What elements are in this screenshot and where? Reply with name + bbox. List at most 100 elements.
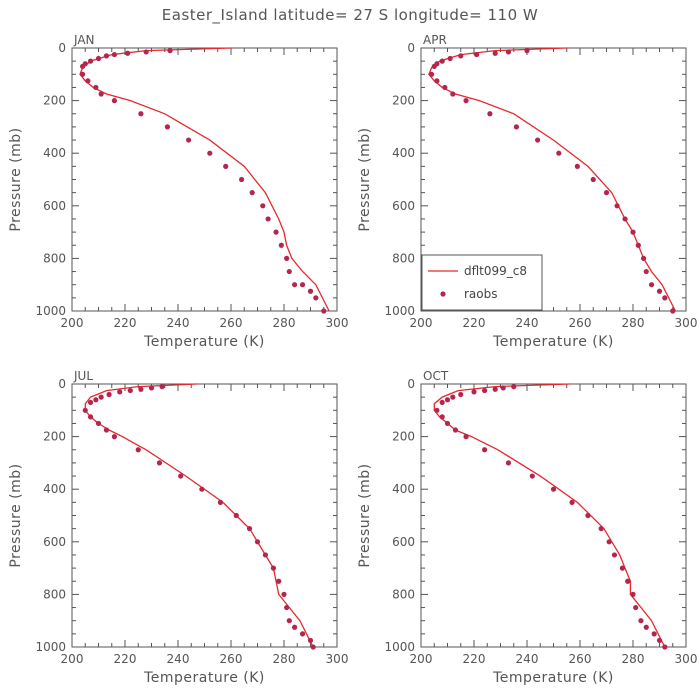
raobs-point: [442, 84, 448, 91]
raobs-point: [633, 604, 639, 611]
y-tick-label: 0: [407, 377, 415, 391]
y-tick-label: 800: [392, 587, 415, 601]
x-tick-label: 220: [463, 316, 486, 330]
x-tick-label: 220: [114, 316, 137, 330]
legend-box: [421, 254, 543, 311]
raobs-point: [260, 203, 266, 209]
plot-frame: [71, 383, 338, 648]
x-tick-label: 200: [61, 316, 84, 330]
raobs-point: [281, 591, 287, 598]
panel-month-label: APR: [423, 33, 447, 47]
y-tick-label: 400: [43, 482, 66, 496]
raobs-point: [299, 631, 306, 637]
x-tick-label: 200: [410, 316, 433, 330]
raobs-point: [85, 78, 91, 84]
x-tick-label: 220: [114, 652, 137, 666]
raobs-point: [93, 84, 99, 91]
raobs-point: [662, 644, 668, 650]
raobs-point: [630, 591, 636, 598]
plot-frame: [71, 47, 338, 312]
raobs-point: [95, 55, 102, 62]
raobs-point: [492, 50, 498, 56]
raobs-point: [511, 384, 517, 390]
raobs-point: [450, 91, 456, 97]
x-axis-label: Temperature (K): [143, 670, 265, 686]
raobs-point: [299, 282, 306, 288]
y-tick-label: 600: [43, 199, 66, 213]
raobs-point: [429, 71, 435, 77]
raobs-point: [656, 288, 663, 294]
raobs-point: [482, 387, 488, 394]
raobs-point: [651, 631, 657, 637]
raobs-point: [670, 308, 676, 314]
y-tick-label: 800: [43, 587, 66, 601]
raobs-point: [186, 137, 192, 143]
y-tick-label: 600: [43, 535, 66, 549]
raobs-point: [156, 460, 163, 466]
raobs-point: [556, 150, 562, 156]
raobs-point: [648, 282, 655, 288]
raobs-point: [270, 565, 276, 571]
raobs-point: [606, 539, 612, 545]
y-tick-label: 0: [58, 41, 66, 55]
raobs-point: [574, 163, 580, 169]
y-axis-label: Pressure (mb): [8, 127, 24, 231]
raobs-point: [524, 48, 530, 54]
y-tick-label: 800: [392, 251, 415, 265]
x-tick-label: 300: [675, 316, 698, 330]
raobs-point: [148, 385, 155, 391]
plot-frame: [420, 383, 687, 648]
raobs-point: [273, 229, 279, 235]
raobs-point: [619, 565, 626, 571]
raobs-point: [310, 644, 316, 650]
raobs-point: [625, 578, 631, 584]
y-tick-label: 200: [43, 430, 66, 444]
x-tick-label: 280: [622, 652, 645, 666]
raobs-point: [98, 91, 104, 97]
raobs-point: [434, 407, 440, 413]
x-tick-label: 200: [410, 652, 433, 666]
x-tick-label: 240: [516, 652, 539, 666]
x-tick-label: 220: [463, 652, 486, 666]
raobs-point: [662, 295, 668, 301]
y-tick-label: 600: [392, 535, 415, 549]
raobs-point: [529, 473, 535, 479]
raobs-point: [630, 229, 636, 235]
x-tick-label: 260: [220, 316, 243, 330]
chart-title: Easter_Island latitude= 27 S longitude= …: [162, 6, 538, 25]
legend-obs-label: raobs: [464, 287, 498, 301]
raobs-point: [313, 295, 319, 301]
raobs-point: [82, 407, 88, 413]
raobs-point: [111, 434, 117, 440]
raobs-point: [614, 203, 620, 209]
raobs-point: [233, 512, 239, 519]
x-tick-label: 200: [61, 652, 84, 666]
y-tick-label: 200: [43, 94, 66, 108]
raobs-point: [638, 618, 644, 624]
x-tick-label: 280: [273, 316, 296, 330]
x-axis-label: Temperature (K): [492, 670, 614, 686]
y-tick-label: 600: [392, 199, 415, 213]
raobs-point: [117, 389, 123, 395]
raobs-point: [223, 163, 229, 169]
y-tick-label: 400: [392, 482, 415, 496]
raobs-point: [622, 216, 628, 222]
raobs-point: [284, 604, 290, 611]
panel-month-label: JAN: [73, 33, 95, 47]
raobs-point: [262, 552, 269, 558]
y-tick-label: 200: [392, 430, 415, 444]
raobs-point: [125, 50, 131, 56]
raobs-point: [87, 399, 94, 406]
x-tick-label: 280: [273, 652, 296, 666]
raobs-point: [111, 98, 117, 104]
raobs-point: [641, 255, 647, 261]
raobs-point: [87, 414, 94, 420]
raobs-point: [513, 124, 520, 130]
raobs-point: [431, 63, 437, 70]
y-tick-label: 1000: [384, 304, 415, 318]
raobs-point: [439, 399, 445, 406]
raobs-point: [643, 268, 649, 275]
raobs-point: [505, 49, 512, 55]
raobs-point: [111, 51, 117, 58]
